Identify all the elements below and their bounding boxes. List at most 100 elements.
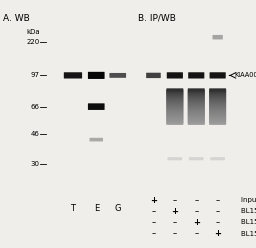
FancyBboxPatch shape [166, 94, 183, 97]
Text: A. WB: A. WB [3, 14, 29, 23]
FancyBboxPatch shape [188, 104, 205, 107]
FancyBboxPatch shape [166, 107, 183, 111]
FancyBboxPatch shape [209, 111, 226, 114]
FancyBboxPatch shape [166, 101, 183, 105]
FancyBboxPatch shape [188, 94, 205, 97]
FancyBboxPatch shape [209, 91, 226, 94]
Text: –: – [216, 196, 220, 205]
FancyBboxPatch shape [166, 95, 183, 99]
FancyBboxPatch shape [188, 109, 205, 112]
FancyBboxPatch shape [209, 107, 226, 111]
FancyBboxPatch shape [166, 116, 183, 119]
FancyBboxPatch shape [209, 94, 226, 97]
FancyBboxPatch shape [209, 110, 226, 113]
FancyBboxPatch shape [209, 97, 226, 100]
FancyBboxPatch shape [209, 116, 226, 119]
Text: 30: 30 [31, 161, 40, 167]
Text: –: – [151, 229, 156, 238]
Text: +: + [171, 207, 178, 216]
FancyBboxPatch shape [166, 88, 183, 92]
Text: BL1519 IP: BL1519 IP [241, 208, 256, 214]
FancyBboxPatch shape [166, 105, 183, 108]
Text: –: – [194, 229, 198, 238]
FancyBboxPatch shape [209, 101, 226, 105]
FancyBboxPatch shape [209, 117, 226, 120]
FancyBboxPatch shape [166, 104, 183, 107]
FancyBboxPatch shape [64, 72, 82, 79]
FancyBboxPatch shape [209, 95, 226, 99]
FancyBboxPatch shape [209, 98, 226, 101]
FancyBboxPatch shape [188, 112, 205, 115]
FancyBboxPatch shape [188, 116, 205, 119]
FancyBboxPatch shape [166, 91, 183, 94]
Text: T: T [70, 204, 76, 213]
Text: –: – [216, 218, 220, 227]
Text: BL1520 IP: BL1520 IP [241, 219, 256, 225]
FancyBboxPatch shape [188, 101, 205, 105]
FancyBboxPatch shape [188, 88, 205, 92]
Text: –: – [151, 218, 156, 227]
Text: –: – [173, 196, 177, 205]
FancyBboxPatch shape [188, 111, 205, 114]
FancyBboxPatch shape [188, 115, 205, 118]
FancyBboxPatch shape [188, 72, 204, 79]
FancyBboxPatch shape [209, 92, 226, 95]
FancyBboxPatch shape [188, 91, 205, 94]
FancyBboxPatch shape [166, 90, 183, 93]
FancyBboxPatch shape [209, 100, 226, 103]
Text: +: + [214, 229, 221, 238]
Text: –: – [194, 196, 198, 205]
FancyBboxPatch shape [209, 93, 226, 96]
FancyBboxPatch shape [166, 120, 183, 123]
FancyBboxPatch shape [210, 157, 225, 160]
FancyBboxPatch shape [209, 99, 226, 102]
FancyBboxPatch shape [188, 114, 205, 117]
FancyBboxPatch shape [188, 117, 205, 120]
Text: 66: 66 [31, 104, 40, 110]
FancyBboxPatch shape [209, 105, 226, 108]
FancyBboxPatch shape [209, 122, 226, 125]
FancyBboxPatch shape [166, 100, 183, 103]
Text: E: E [94, 204, 99, 213]
FancyBboxPatch shape [188, 120, 205, 123]
FancyBboxPatch shape [188, 93, 205, 96]
FancyBboxPatch shape [166, 99, 183, 102]
FancyBboxPatch shape [209, 115, 226, 118]
FancyBboxPatch shape [188, 107, 205, 111]
FancyBboxPatch shape [166, 118, 183, 121]
Text: –: – [216, 207, 220, 216]
Text: 220: 220 [26, 39, 40, 45]
FancyBboxPatch shape [212, 35, 223, 39]
FancyBboxPatch shape [167, 72, 183, 79]
Text: KIAA0082: KIAA0082 [234, 72, 256, 78]
FancyBboxPatch shape [166, 122, 183, 125]
FancyBboxPatch shape [166, 121, 183, 124]
Text: B. IP/WB: B. IP/WB [138, 14, 176, 23]
FancyBboxPatch shape [209, 104, 226, 107]
Text: –: – [194, 207, 198, 216]
FancyBboxPatch shape [209, 121, 226, 124]
FancyBboxPatch shape [166, 117, 183, 120]
FancyBboxPatch shape [188, 92, 205, 95]
FancyBboxPatch shape [209, 114, 226, 117]
Text: BL1522 IP: BL1522 IP [241, 231, 256, 237]
FancyBboxPatch shape [168, 157, 182, 160]
FancyBboxPatch shape [189, 157, 204, 160]
FancyBboxPatch shape [88, 72, 105, 79]
FancyBboxPatch shape [166, 93, 183, 96]
FancyBboxPatch shape [188, 118, 205, 121]
Text: –: – [151, 207, 156, 216]
FancyBboxPatch shape [209, 103, 226, 106]
FancyBboxPatch shape [166, 114, 183, 117]
FancyBboxPatch shape [88, 103, 105, 110]
FancyBboxPatch shape [210, 72, 226, 79]
FancyBboxPatch shape [188, 103, 205, 106]
FancyBboxPatch shape [209, 90, 226, 93]
FancyBboxPatch shape [188, 100, 205, 103]
FancyBboxPatch shape [209, 118, 226, 121]
FancyBboxPatch shape [166, 115, 183, 118]
Text: kDa: kDa [26, 29, 40, 35]
FancyBboxPatch shape [209, 112, 226, 115]
FancyBboxPatch shape [166, 109, 183, 112]
FancyBboxPatch shape [188, 99, 205, 102]
